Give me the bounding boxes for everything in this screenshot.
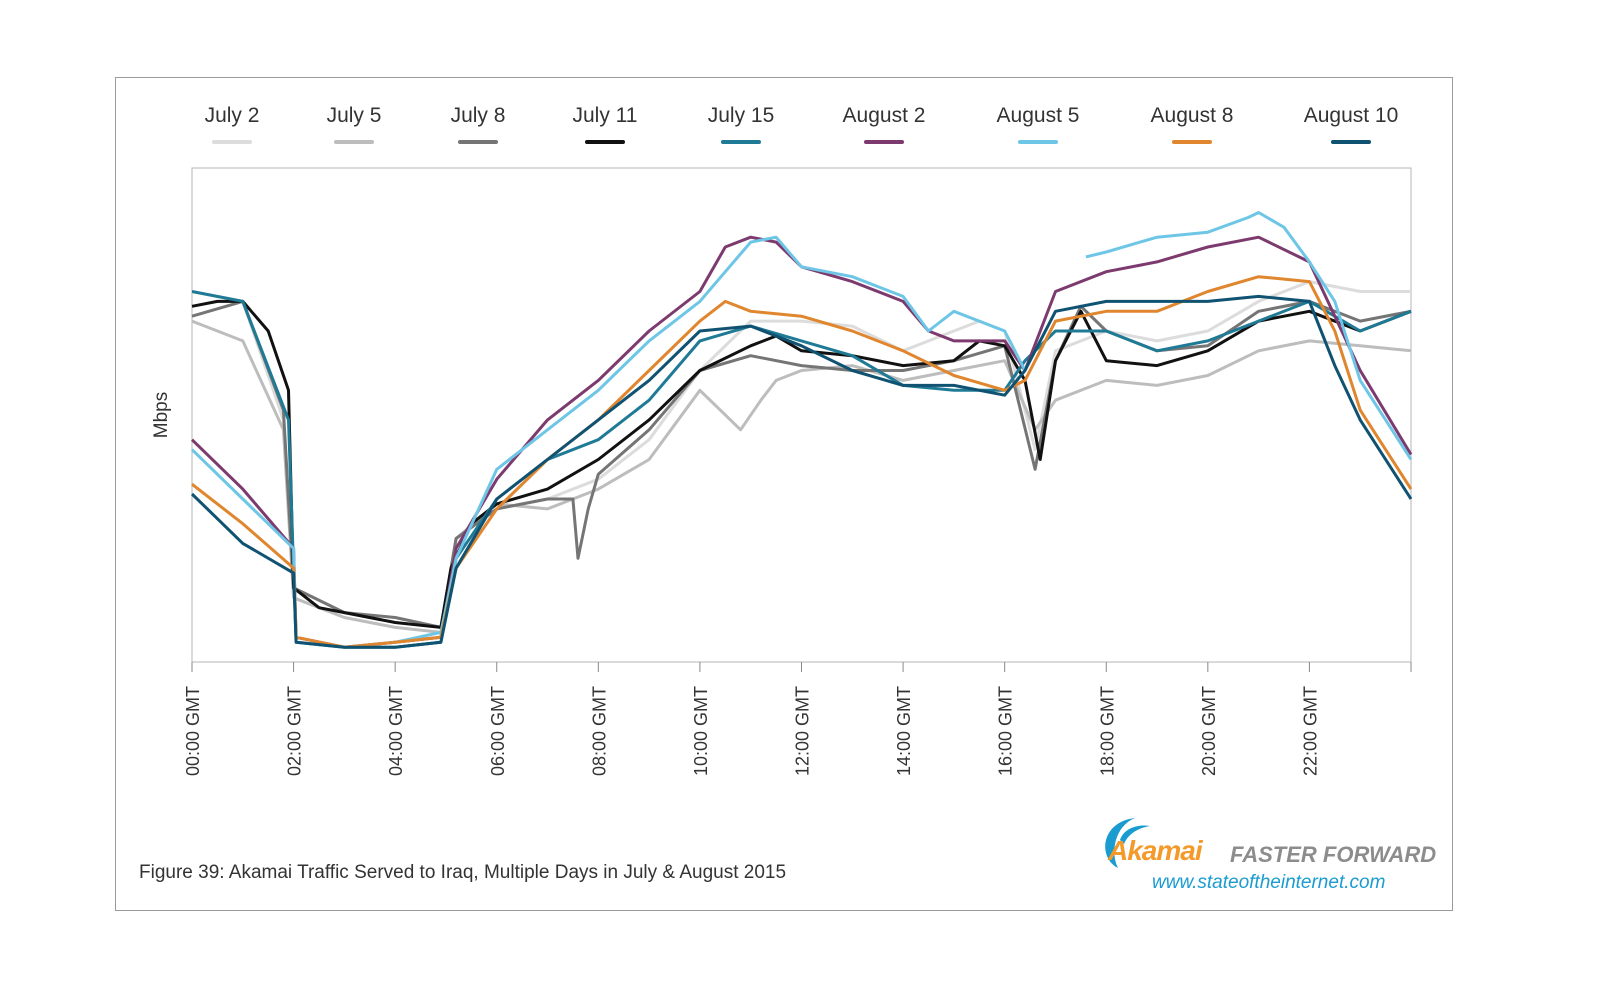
x-tick-label: 16:00 GMT — [996, 686, 1016, 776]
legend-label: July 11 — [572, 104, 638, 127]
x-tick-label: 12:00 GMT — [793, 686, 813, 776]
x-tick-label: 00:00 GMT — [183, 686, 203, 776]
x-tick-label: 02:00 GMT — [285, 686, 305, 776]
x-tick-label: 10:00 GMT — [691, 686, 711, 776]
legend-swatch — [1172, 140, 1212, 144]
x-tick-label: 22:00 GMT — [1300, 686, 1320, 776]
legend-swatch — [212, 140, 252, 144]
legend-item: July 2 — [162, 104, 302, 144]
x-tick-label: 08:00 GMT — [589, 686, 609, 776]
legend-label: July 15 — [707, 104, 775, 127]
series-line-august-8 — [191, 275, 1413, 649]
legend-label: August 10 — [1303, 104, 1399, 127]
x-tick-label: 04:00 GMT — [386, 686, 406, 776]
legend-label: August 8 — [1150, 104, 1234, 127]
akamai-logo: Akamai — [1108, 835, 1203, 866]
legend-label: July 5 — [326, 104, 382, 127]
tagline: FASTER FORWARD — [1230, 842, 1437, 867]
legend-item: July 8 — [408, 104, 548, 144]
x-tick-label: 18:00 GMT — [1097, 686, 1117, 776]
series-line-july-11 — [191, 299, 1412, 629]
chart-frame — [115, 77, 1453, 911]
legend-item: July 15 — [671, 104, 811, 144]
legend-swatch — [585, 140, 625, 144]
legend-item: July 5 — [284, 104, 424, 144]
legend-label: August 5 — [996, 104, 1080, 127]
legend-item: August 10 — [1281, 104, 1421, 144]
legend-label: July 8 — [450, 104, 506, 127]
website-link[interactable]: www.stateoftheinternet.com — [1152, 872, 1386, 893]
legend-label: July 2 — [204, 104, 260, 127]
legend-item: August 2 — [814, 104, 954, 144]
series-line-july-5 — [191, 319, 1412, 634]
x-tick-label: 14:00 GMT — [894, 686, 914, 776]
legend-swatch — [334, 140, 374, 144]
legend-swatch — [1331, 140, 1371, 144]
legend-swatch — [1018, 140, 1058, 144]
series-line-august-5 — [190, 211, 1413, 649]
legend-swatch — [864, 140, 904, 144]
legend-swatch — [458, 140, 498, 144]
legend-item: July 11 — [535, 104, 675, 144]
legend-item: August 5 — [968, 104, 1108, 144]
legend-label: August 2 — [842, 104, 926, 127]
legend-item: August 8 — [1122, 104, 1262, 144]
legend-swatch — [721, 140, 761, 144]
series-line-august-10 — [190, 294, 1413, 649]
figure-caption: Figure 39: Akamai Traffic Served to Iraq… — [139, 862, 787, 883]
x-tick-label: 20:00 GMT — [1199, 686, 1219, 776]
x-tick-label: 06:00 GMT — [488, 686, 508, 776]
y-axis-label: Mbps — [151, 392, 172, 438]
akamai-wave-icon — [1105, 818, 1150, 868]
